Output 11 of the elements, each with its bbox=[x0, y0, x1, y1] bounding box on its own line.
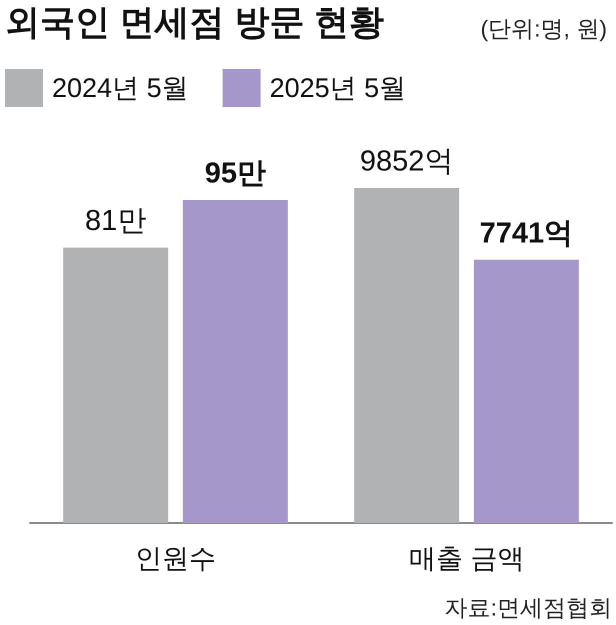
legend-label: 2025년 5월 bbox=[270, 73, 406, 103]
x-tick-label: 인원수 bbox=[135, 544, 216, 574]
data-label: 81만 bbox=[85, 205, 146, 238]
text: 자료:면세점협회 bbox=[444, 594, 612, 620]
legend-label: 2024년 5월 bbox=[52, 73, 189, 103]
data-label: 7741억 bbox=[480, 217, 574, 250]
data-label: 95만 bbox=[204, 158, 266, 190]
data-label: 9852억 bbox=[360, 146, 454, 178]
x-tick-label: 매출 금액 bbox=[408, 544, 524, 574]
chart-subtitle: (단위:명, 원) bbox=[480, 16, 608, 42]
chart-title: 외국인 면세점 방문 현황 bbox=[5, 3, 384, 42]
